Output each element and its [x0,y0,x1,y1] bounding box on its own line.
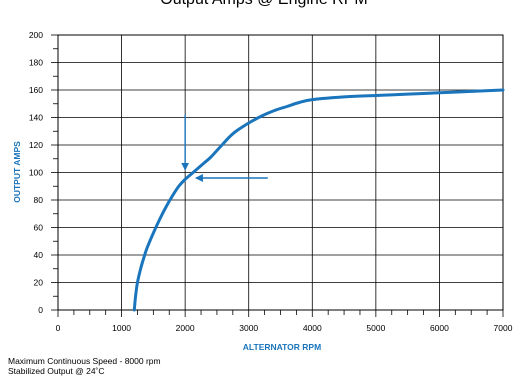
note-max-speed: Maximum Continuous Speed - 8000 rpm [8,356,161,366]
y-tick-label-40: 40 [34,250,44,260]
annotation-layer [181,114,268,182]
series-layer [132,88,505,312]
note-stabilized-output: Stabilized Output @ 24˚C [8,366,105,376]
tick-labels: 0 1000 2000 3000 4000 5000 6000 7000 0 20 40 60 80 10… [29,30,513,333]
tick-marks [51,34,504,317]
y-tick-label-200: 200 [29,30,43,40]
x-tick-label-3000: 3000 [239,323,258,333]
y-tick-label-100: 100 [29,168,43,178]
x-tick-label-1000: 1000 [112,323,131,333]
x-tick-label-2000: 2000 [176,323,195,333]
y-tick-label-160: 160 [29,85,43,95]
x-tick-label-0: 0 [56,323,61,333]
x-tick-label-6000: 6000 [430,323,449,333]
y-tick-label-80: 80 [34,195,44,205]
x-tick-label-5000: 5000 [366,323,385,333]
y-tick-label-180: 180 [29,58,43,68]
x-tick-label-7000: 7000 [494,323,513,333]
grid-lines [57,34,504,311]
y-tick-label-20: 20 [34,278,44,288]
x-tick-label-4000: 4000 [303,323,322,333]
x-axis-label: ALTERNATOR RPM [243,342,321,352]
series-line-0 [132,88,505,312]
y-tick-label-0: 0 [38,305,43,315]
y-tick-label-120: 120 [29,140,43,150]
y-tick-label-140: 140 [29,113,43,123]
y-axis-label: OUTPUT AMPS [12,141,22,203]
y-tick-label-60: 60 [34,223,44,233]
chart-title: Output Amps @ Engine RPM [0,0,528,9]
